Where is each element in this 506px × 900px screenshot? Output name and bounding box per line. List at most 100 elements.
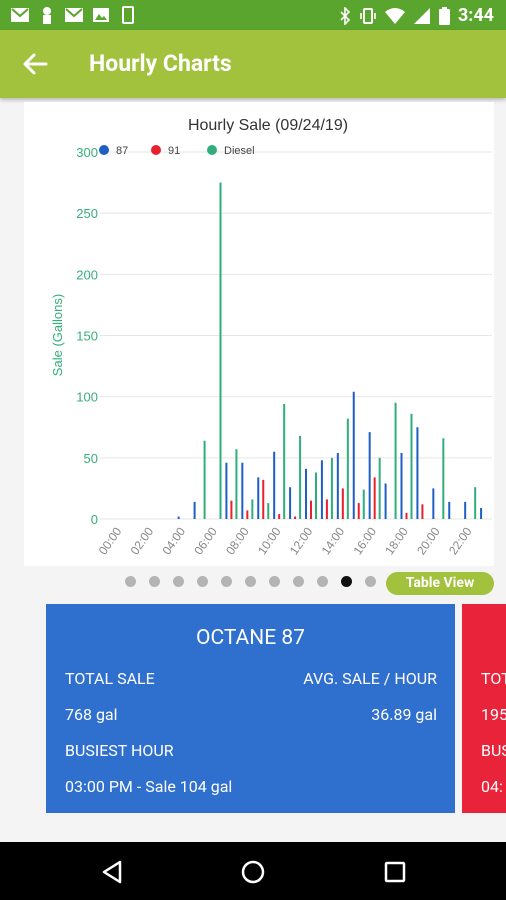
x-tick-label: 08:00 [223, 524, 252, 557]
bar-Diesel-10:00[interactable] [283, 404, 286, 519]
bar-87-11:00[interactable] [289, 487, 292, 519]
bar-91-18:00[interactable] [405, 512, 408, 519]
bar-87-04:00[interactable] [177, 516, 180, 519]
bars [177, 182, 483, 519]
octane-91-card[interactable]: TOT 195 BUS 04: [462, 604, 506, 813]
bar-91-11:00[interactable] [294, 516, 297, 519]
bar-87-14:00[interactable] [336, 452, 339, 519]
page-dot[interactable] [221, 576, 232, 587]
bar-Diesel-06:00[interactable] [219, 182, 222, 519]
bar-87-09:00[interactable] [257, 477, 260, 519]
recents-icon[interactable] [384, 861, 406, 883]
hourly-sale-chart[interactable]: Hourly Sale (09/24/19) Sale (Gallons) 0 5… [24, 102, 494, 566]
bar-91-07:00[interactable] [230, 500, 233, 519]
app-bar: Hourly Charts [0, 30, 506, 98]
bar-Diesel-14:00[interactable] [346, 418, 349, 519]
x-tick-label: 06:00 [191, 524, 220, 557]
card-91-label: BUS [481, 741, 506, 760]
table-view-button[interactable]: Table View [386, 572, 494, 595]
bar-91-12:00[interactable] [310, 500, 312, 519]
bar-87-08:00[interactable] [241, 462, 244, 519]
bar-Diesel-15:00[interactable] [362, 489, 365, 519]
bar-Diesel-05:00[interactable] [203, 440, 206, 519]
bar-Diesel-12:00[interactable] [315, 472, 317, 519]
bar-Diesel-20:00[interactable] [442, 438, 445, 519]
x-tick-labels: 00:00 02:00 04:00 06:00 08:00 10:00 12:00 14:00… [96, 524, 475, 557]
y-tick-label: 150 [76, 329, 98, 344]
clock: 3:44 [457, 5, 494, 26]
bar-Diesel-07:00[interactable] [235, 449, 238, 519]
page-dot[interactable] [245, 576, 256, 587]
bar-91-10:00[interactable] [278, 514, 281, 519]
page-dot[interactable] [317, 576, 328, 587]
back-icon[interactable] [100, 860, 124, 884]
bar-87-17:00[interactable] [384, 483, 387, 519]
bar-87-23:00[interactable] [480, 507, 483, 519]
bar-Diesel-09:00[interactable] [267, 503, 270, 519]
gmail-icon [65, 8, 83, 22]
page-dot[interactable] [269, 576, 280, 587]
bar-Diesel-11:00[interactable] [299, 435, 302, 519]
bar-87-10:00[interactable] [273, 451, 276, 519]
bar-87-21:00[interactable] [448, 501, 451, 519]
bar-91-09:00[interactable] [262, 479, 265, 519]
bar-91-13:00[interactable] [325, 499, 328, 519]
chart-title: Hourly Sale (09/24/19) [188, 117, 348, 134]
chart-grid [100, 151, 492, 520]
y-tick-labels: 0 50 100 150 200 250 300 [76, 145, 98, 527]
bar-87-13:00[interactable] [320, 460, 323, 519]
bar-Diesel-17:00[interactable] [394, 402, 397, 519]
y-tick-label: 200 [76, 267, 98, 282]
y-tick-label: 300 [76, 145, 98, 160]
legend-marker-87 [99, 145, 109, 155]
card-title: OCTANE 87 [196, 626, 305, 650]
page-dot[interactable] [125, 576, 136, 587]
person-icon [43, 7, 51, 24]
bar-Diesel-22:00[interactable] [474, 487, 477, 519]
busiest-hour-value: 03:00 PM - Sale 104 gal [65, 777, 233, 796]
bar-Diesel-18:00[interactable] [410, 413, 413, 519]
x-tick-label: 22:00 [446, 524, 475, 557]
card-91-value: 195 [481, 705, 506, 724]
bar-Diesel-16:00[interactable] [378, 457, 381, 519]
page-dot[interactable] [341, 576, 352, 587]
x-tick-label: 12:00 [287, 524, 316, 557]
bar-91-14:00[interactable] [341, 488, 344, 519]
bar-87-07:00[interactable] [225, 462, 228, 519]
bar-Diesel-13:00[interactable] [330, 457, 333, 519]
bar-91-19:00[interactable] [421, 504, 424, 519]
bar-Diesel-08:00[interactable] [251, 499, 254, 519]
bar-87-16:00[interactable] [368, 432, 371, 519]
page-dot[interactable] [365, 576, 376, 587]
y-tick-label: 0 [91, 512, 98, 527]
bar-91-15:00[interactable] [357, 503, 360, 519]
page-dot[interactable] [197, 576, 208, 587]
status-bar: 3:44 [0, 0, 506, 30]
bar-91-16:00[interactable] [373, 477, 376, 519]
x-tick-label: 00:00 [96, 524, 125, 557]
x-tick-label: 18:00 [382, 524, 411, 557]
bar-91-08:00[interactable] [246, 510, 249, 519]
octane-87-card[interactable]: OCTANE 87 TOTAL SALE AVG. SALE / HOUR 76… [46, 604, 455, 813]
card-91-value: 04: [481, 777, 503, 796]
vibrate-icon [360, 7, 376, 24]
page-dot[interactable] [149, 576, 160, 587]
image-icon [93, 8, 109, 22]
page-dot[interactable] [293, 576, 304, 587]
bar-87-12:00[interactable] [305, 468, 307, 519]
home-icon[interactable] [241, 860, 265, 884]
back-arrow-icon[interactable] [22, 51, 48, 77]
bar-87-05:00[interactable] [193, 501, 196, 519]
bar-87-18:00[interactable] [400, 452, 403, 519]
bar-87-19:00[interactable] [416, 427, 419, 519]
bar-87-15:00[interactable] [352, 391, 355, 519]
x-tick-label: 16:00 [350, 524, 379, 557]
legend-marker-91 [151, 145, 161, 155]
chart-card: Hourly Sale (09/24/19) Sale (Gallons) 0 5… [24, 102, 494, 566]
bar-87-22:00[interactable] [464, 501, 467, 519]
total-sale-value: 768 gal [65, 705, 118, 724]
page-dot[interactable] [173, 576, 184, 587]
bar-87-20:00[interactable] [432, 488, 435, 519]
y-tick-label: 250 [76, 206, 98, 221]
page-indicator[interactable] [125, 576, 376, 587]
